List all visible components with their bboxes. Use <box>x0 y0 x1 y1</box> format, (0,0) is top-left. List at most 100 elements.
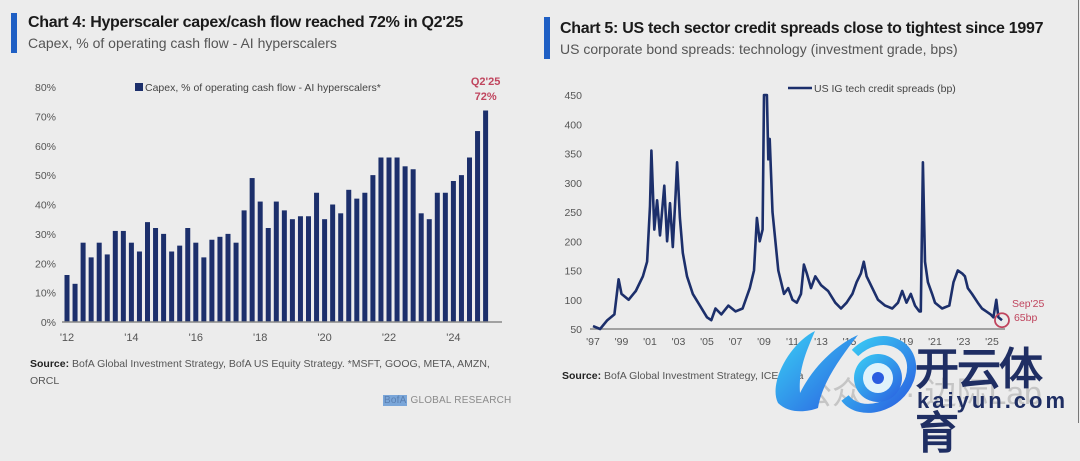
source-label: Source: <box>562 370 602 382</box>
y-tick-label: 50% <box>35 170 56 182</box>
bar <box>273 201 279 322</box>
x-tick-label: '24 <box>446 332 460 344</box>
annotation-value: 65bp <box>1014 312 1038 324</box>
chart-5-source: Source: BofA Global Investment Strategy,… <box>562 368 862 385</box>
bar <box>297 216 303 322</box>
bar <box>233 242 239 322</box>
y-tick-label: 250 <box>564 207 582 219</box>
chart-4-plot: 0% 10% 20% 30% 40% 50% 60% 70% 80% '12 '14 '16 '18 '2… <box>35 76 502 344</box>
x-tick-label: '22 <box>382 332 396 344</box>
bar <box>426 219 432 322</box>
bar <box>201 257 207 322</box>
annotation-value: 72% <box>475 91 497 103</box>
bar <box>418 213 424 322</box>
bar <box>314 192 320 322</box>
bar <box>434 192 440 322</box>
bar <box>467 157 472 322</box>
y-tick-label: 50 <box>570 324 582 336</box>
bar <box>112 230 118 322</box>
y-tick-label: 70% <box>35 111 56 123</box>
y-tick-label: 40% <box>35 200 56 212</box>
bar <box>225 233 231 322</box>
x-tick-label: '09 <box>757 336 771 348</box>
y-tick-label: 150 <box>564 266 582 278</box>
bar <box>378 157 384 322</box>
bar <box>281 210 287 322</box>
bar <box>346 189 352 322</box>
bofa-brand: BofA GLOBAL RESEARCH <box>383 395 511 406</box>
x-tick-label: '12 <box>60 332 74 344</box>
right-edge-divider <box>1078 0 1079 423</box>
bar <box>104 254 110 322</box>
bar <box>386 157 392 322</box>
bar <box>450 181 456 322</box>
chart-5-title: Chart 5: US tech sector credit spreads c… <box>560 20 1044 37</box>
annotation-label: Q2'25 <box>471 76 501 88</box>
bar <box>442 192 448 322</box>
bar <box>209 239 215 322</box>
legend-label: US IG tech credit spreads (bp) <box>814 83 956 95</box>
y-tick-label: 30% <box>35 229 56 241</box>
y-tick-label: 10% <box>35 288 56 300</box>
bar <box>458 175 464 322</box>
source-text: BofA Global Investment Strategy, ICE Dat… <box>604 370 804 382</box>
bar <box>354 198 360 322</box>
x-tick-label: '97 <box>586 336 600 348</box>
y-tick-label: 400 <box>564 119 582 131</box>
bar <box>136 251 142 322</box>
bar <box>265 228 271 322</box>
bar <box>177 245 183 322</box>
x-tick-label: '13 <box>814 336 828 348</box>
series-line <box>592 93 1003 331</box>
source-text: BofA Global Investment Strategy, BofA US… <box>30 358 490 387</box>
x-tick-label: '11 <box>786 336 799 348</box>
x-tick-label: '20 <box>317 332 331 344</box>
bar <box>289 219 295 322</box>
bar <box>64 275 70 322</box>
x-tick-label: '23 <box>957 336 971 348</box>
bofa-logo: BofA <box>383 395 408 406</box>
bar <box>241 210 247 322</box>
y-tick-label: 20% <box>35 258 56 270</box>
x-tick-label: '21 <box>928 336 942 348</box>
bar <box>249 178 255 322</box>
source-label: Source: <box>30 358 70 370</box>
x-tick-label: '25 <box>985 336 999 348</box>
annotation-circle <box>994 312 1010 329</box>
bar <box>410 169 416 322</box>
bar <box>338 213 344 322</box>
legend-swatch <box>135 83 143 91</box>
bar <box>217 236 223 322</box>
x-tick-label: '15 <box>843 336 857 348</box>
chart-4-title: Chart 4: Hyperscaler capex/cash flow rea… <box>28 14 463 31</box>
bar <box>88 257 94 322</box>
bar <box>145 222 150 322</box>
chart-4-source: Source: BofA Global Investment Strategy,… <box>30 356 500 390</box>
x-tick-label: '03 <box>672 336 686 348</box>
x-tick-label: '17 <box>871 336 885 348</box>
bar <box>169 251 175 322</box>
bar <box>128 242 134 322</box>
x-tick-label: '19 <box>900 336 914 348</box>
y-tick-label: 100 <box>564 295 582 307</box>
bar <box>153 228 159 322</box>
bar <box>257 201 263 322</box>
y-tick-label: 350 <box>564 149 582 161</box>
x-tick-label: '01 <box>643 336 657 348</box>
chart-4-subtitle: Capex, % of operating cash flow - AI hyp… <box>28 35 337 51</box>
bar <box>475 131 481 322</box>
bar <box>362 192 368 322</box>
bar <box>72 283 78 322</box>
x-tick-label: '99 <box>615 336 629 348</box>
bar <box>306 216 311 322</box>
annotation-label: Sep'25 <box>1012 298 1045 310</box>
chart-5-plot: 50 100 150 200 250 300 350 400 450 '97 '99 '01 '03 '0… <box>564 83 1045 348</box>
x-tick-label: '05 <box>700 336 714 348</box>
bar <box>161 233 167 322</box>
bar <box>402 166 408 322</box>
y-tick-label: 200 <box>564 236 582 248</box>
title-accent-bar <box>544 17 550 59</box>
y-tick-label: 450 <box>564 90 582 102</box>
bar <box>483 110 489 322</box>
bar <box>80 242 86 322</box>
